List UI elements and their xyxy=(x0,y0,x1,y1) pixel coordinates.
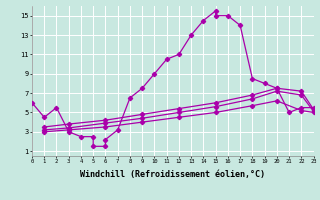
X-axis label: Windchill (Refroidissement éolien,°C): Windchill (Refroidissement éolien,°C) xyxy=(80,170,265,179)
